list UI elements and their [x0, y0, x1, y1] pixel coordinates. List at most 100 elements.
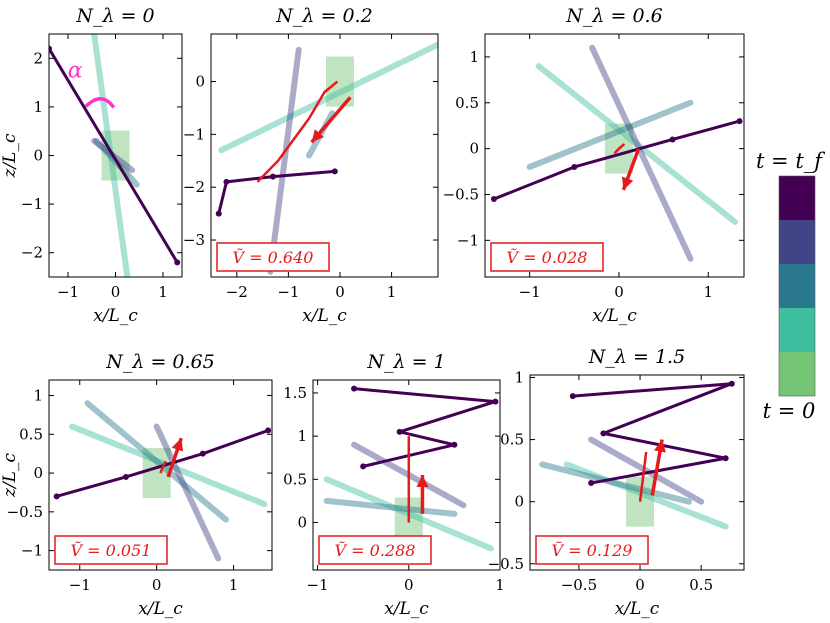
series-rod-3 — [153, 423, 222, 562]
final-rod-point — [331, 168, 338, 175]
panel-title: N_λ = 0.6 — [565, 5, 662, 27]
trajectory-line — [613, 143, 626, 155]
panel-1: α −1 0 1 −2 −1 0 1 2 N_λ = 0 x/L_c z/L_c — [0, 5, 183, 326]
direction-arrow-head — [621, 176, 634, 190]
x-axis-label: x/L_c — [592, 306, 637, 326]
x-tick-label: −1 — [306, 576, 328, 594]
x-axis-label: x/L_c — [302, 306, 347, 326]
velocity-box: Ṽ = 0.028 — [490, 242, 604, 272]
trajectory-line — [638, 451, 648, 502]
x-tick-label: −1 — [57, 283, 79, 301]
y-tick-label: 2 — [33, 49, 43, 67]
x-tick-label: 1 — [158, 283, 168, 301]
panel-title: N_λ = 0.65 — [105, 351, 214, 373]
series-final-rod — [492, 119, 742, 201]
trajectory-line — [256, 80, 339, 183]
series-rod-1 — [218, 41, 438, 154]
y-tick-label: 0.5 — [283, 470, 307, 488]
velocity-label: Ṽ = 0.028 — [507, 247, 588, 267]
trajectory-line — [159, 460, 167, 474]
y-tick-label: 0 — [33, 464, 43, 482]
velocity-box-frame — [490, 242, 604, 272]
final-rod-point — [451, 441, 458, 448]
y-tick-label: 0 — [195, 73, 205, 91]
y-tick-label: 0.5 — [500, 431, 524, 449]
x-tick-label: −1 — [519, 283, 541, 301]
y-tick-label: −1 — [21, 195, 43, 213]
series-final-rod — [571, 382, 734, 485]
final-rod-point — [199, 450, 206, 457]
axes-frame — [48, 379, 273, 571]
series-rod-2 — [323, 497, 458, 517]
colorbar-frame — [778, 175, 816, 397]
final-rod-point — [223, 178, 230, 185]
y-axis-label: z/L_c — [0, 453, 20, 498]
y-tick-label: 1 — [297, 427, 307, 445]
direction-arrow-head — [171, 438, 184, 452]
y-tick-label: −0.5 — [488, 555, 524, 573]
colorbar-bottom-label: t = 0 — [763, 399, 816, 423]
panel-3: −1 0 1 −1 −0.5 0 0.5 1 N_λ = 0.6 x/L_c Ṽ = 0.028 — [443, 5, 745, 326]
y-tick-label: 0.5 — [455, 94, 479, 112]
panel-title: N_λ = 0.2 — [275, 5, 372, 27]
velocity-label: Ṽ = 0.051 — [71, 540, 152, 560]
direction-arrow-head — [311, 129, 324, 143]
y-tick-label: −0.5 — [443, 185, 479, 203]
series-rod-1 — [563, 461, 729, 530]
velocity-label: Ṽ = 0.129 — [552, 540, 633, 560]
y-tick-label: −2 — [21, 244, 43, 262]
final-rod-point — [600, 430, 607, 437]
plot-area — [53, 400, 272, 562]
series-final-rod — [49, 47, 179, 264]
axes-frame — [529, 374, 745, 571]
panel-2: −2 −1 0 1 −3 −2 −1 0 N_λ = 0.2 x/L_c Ṽ = 0.640 — [183, 5, 439, 326]
series-t0-rod — [142, 448, 171, 499]
final-rod-point — [571, 163, 578, 170]
direction-arrow-head — [416, 475, 429, 487]
colorbar-segment — [779, 220, 815, 264]
final-rod-point — [351, 385, 358, 392]
final-rod-point — [569, 393, 576, 400]
panel-title: N_λ = 1 — [366, 351, 445, 373]
y-tick-label: −1 — [21, 542, 43, 560]
x-axis-label: x/L_c — [615, 599, 660, 619]
x-tick-label: 0 — [335, 283, 345, 301]
x-tick-label: −1 — [69, 576, 91, 594]
colorbar-segment — [779, 176, 815, 220]
velocity-box: Ṽ = 0.129 — [535, 535, 649, 565]
x-tick-label: 0 — [614, 283, 624, 301]
final-rod-point — [492, 398, 499, 405]
final-rod-point — [588, 480, 595, 487]
colorbar-segment — [779, 308, 815, 352]
y-tick-label: 0 — [514, 493, 524, 511]
alpha-angle-arc — [84, 96, 116, 109]
final-rod-point — [49, 45, 52, 52]
x-axis-label: x/L_c — [93, 306, 138, 326]
x-axis-label: x/L_c — [384, 599, 429, 619]
final-rod-point — [490, 196, 497, 203]
series-rod-3 — [588, 436, 705, 505]
series-rod-1 — [535, 63, 739, 225]
final-rod-point — [269, 173, 276, 180]
x-tick-label: −2 — [226, 283, 248, 301]
velocity-box-frame — [318, 535, 432, 565]
x-tick-label: 1 — [229, 576, 239, 594]
y-tick-label: 0.5 — [19, 425, 43, 443]
velocity-label: Ṽ = 0.640 — [233, 247, 314, 267]
x-axis-label: x/L_c — [138, 599, 183, 619]
final-rod-point — [265, 427, 272, 434]
velocity-box: Ṽ = 0.288 — [318, 535, 432, 565]
y-tick-label: 0 — [469, 140, 479, 158]
colorbar-segment — [779, 264, 815, 308]
y-tick-label: −1 — [183, 125, 205, 143]
y-tick-label: −2 — [183, 178, 205, 196]
velocity-box-frame — [54, 535, 168, 565]
final-rod-point — [215, 210, 222, 217]
final-rod-point — [53, 493, 60, 500]
plot-area — [215, 41, 438, 275]
panel-title: N_λ = 0 — [75, 5, 154, 27]
final-rod-point — [174, 259, 181, 266]
final-rod-point — [360, 463, 367, 470]
x-tick-label: 1 — [704, 283, 714, 301]
y-tick-label: 0 — [297, 514, 307, 532]
